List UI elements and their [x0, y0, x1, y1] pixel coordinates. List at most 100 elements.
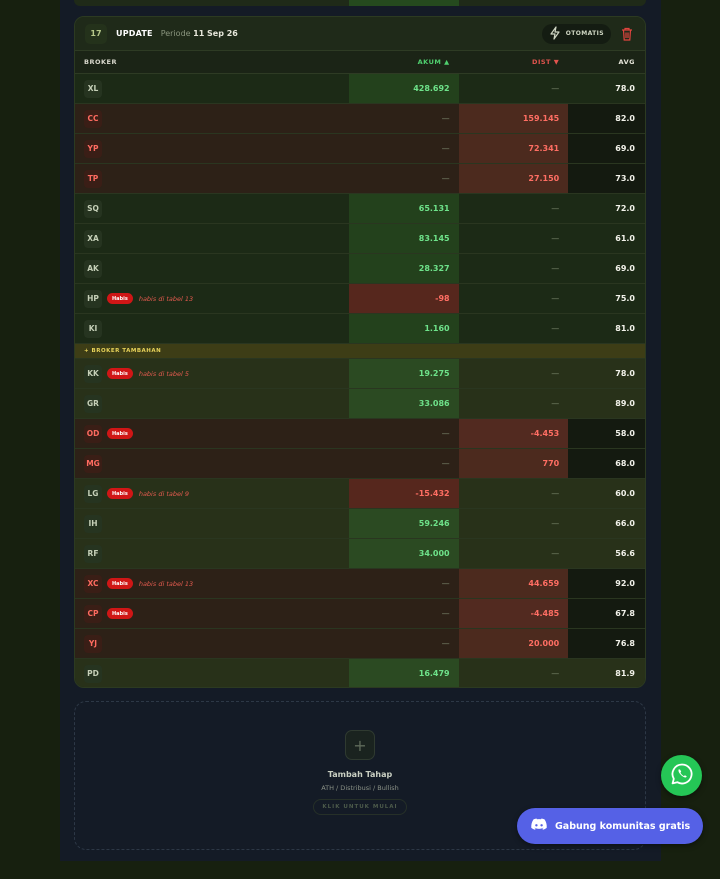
- akum-cell: 16.479: [349, 659, 459, 687]
- avg-cell: 60.0: [615, 489, 635, 498]
- akum-cell: —: [441, 114, 450, 123]
- broker-code: YJ: [84, 634, 102, 653]
- habis-note: habis di tabel 5: [138, 369, 189, 378]
- akum-cell: 83.145: [349, 224, 459, 253]
- table-row[interactable]: XA 83.145 — 61.0: [75, 224, 645, 254]
- previous-stage-card-edge: [74, 0, 646, 6]
- broker-code: OD: [84, 424, 102, 443]
- table-row[interactable]: OD Habis — -4.453 58.0: [75, 419, 645, 449]
- whatsapp-icon: [670, 762, 694, 790]
- dist-cell: —: [551, 399, 560, 408]
- dist-cell: —: [551, 489, 560, 498]
- habis-badge: Habis: [107, 428, 133, 439]
- lightning-icon: [549, 25, 561, 42]
- broker-code: PD: [84, 664, 102, 683]
- avg-cell: 82.0: [568, 104, 645, 133]
- avg-cell: 78.0: [615, 369, 635, 378]
- broker-code: TP: [84, 169, 102, 188]
- trash-icon[interactable]: [619, 26, 635, 42]
- broker-code: AK: [84, 259, 102, 278]
- whatsapp-button[interactable]: [661, 755, 702, 796]
- dist-cell: —: [551, 324, 560, 333]
- akum-cell: —: [441, 429, 450, 438]
- broker-cell: YJ: [75, 629, 349, 658]
- akum-cell: 33.086: [349, 389, 459, 418]
- table-row[interactable]: CC — 159.145 82.0: [75, 104, 645, 134]
- table-row[interactable]: XL 428.692 — 78.0: [75, 74, 645, 104]
- add-stage-card[interactable]: + Tambah Tahap ATH / Distribusi / Bullis…: [74, 701, 646, 850]
- table-row[interactable]: RF 34.000 — 56.6: [75, 539, 645, 569]
- table-row[interactable]: CP Habis — -4.485 67.8: [75, 599, 645, 629]
- dist-cell: -4.453: [458, 419, 569, 448]
- akum-cell: 34.000: [349, 539, 459, 568]
- avg-cell: 89.0: [615, 399, 635, 408]
- broker-code: IH: [84, 514, 102, 533]
- table-row[interactable]: IH 59.246 — 66.0: [75, 509, 645, 539]
- header-broker: BROKER: [84, 58, 117, 66]
- table-row[interactable]: AK 28.327 — 69.0: [75, 254, 645, 284]
- broker-cell: SQ: [75, 194, 349, 223]
- akum-cell: 428.692: [349, 74, 459, 103]
- table-row[interactable]: TP — 27.150 73.0: [75, 164, 645, 194]
- auto-label: OTOMATIS: [565, 30, 604, 37]
- broker-code: KK: [84, 364, 102, 383]
- broker-cell: CC: [75, 104, 349, 133]
- akum-cell: 59.246: [349, 509, 459, 538]
- header-akum-sort[interactable]: AKUM ▲: [417, 58, 450, 66]
- broker-code: XA: [84, 229, 102, 248]
- avg-cell: 69.0: [615, 264, 635, 273]
- broker-cell: HP Habis habis di tabel 13: [75, 284, 349, 313]
- habis-badge: Habis: [107, 488, 133, 499]
- avg-cell: 66.0: [615, 519, 635, 528]
- table-row[interactable]: SQ 65.131 — 72.0: [75, 194, 645, 224]
- table-row[interactable]: LG Habis habis di tabel 9 -15.432 — 60.0: [75, 479, 645, 509]
- stage-card: 17 UPDATE Periode 11 Sep 26 OTOMATIS BRO…: [74, 16, 646, 688]
- periode-date: 11 Sep 26: [193, 29, 238, 38]
- table-row[interactable]: YP — 72.341 69.0: [75, 134, 645, 164]
- add-stage-cta[interactable]: KLIK UNTUK MULAI: [313, 799, 407, 815]
- broker-code: SQ: [84, 199, 102, 218]
- avg-cell: 69.0: [568, 134, 645, 163]
- dist-cell: —: [551, 669, 560, 678]
- habis-badge: Habis: [107, 608, 133, 619]
- dist-cell: —: [551, 294, 560, 303]
- table-row[interactable]: MG — 770 68.0: [75, 449, 645, 479]
- auto-toggle-button[interactable]: OTOMATIS: [541, 23, 611, 44]
- header-avg: AVG: [618, 58, 635, 66]
- avg-cell: 56.6: [615, 549, 635, 558]
- habis-badge: Habis: [107, 293, 133, 304]
- akum-cell: —: [441, 639, 450, 648]
- discord-community-button[interactable]: Gabung komunitas gratis: [517, 808, 703, 844]
- table-row[interactable]: XC Habis habis di tabel 13 — 44.659 92.0: [75, 569, 645, 599]
- akum-cell: -98: [349, 284, 459, 313]
- broker-cell: OD Habis: [75, 419, 349, 448]
- akum-cell: 1.160: [349, 314, 459, 343]
- akum-cell: —: [441, 144, 450, 153]
- akum-cell: —: [441, 459, 450, 468]
- plus-icon[interactable]: +: [345, 730, 375, 760]
- table-row[interactable]: KI 1.160 — 81.0: [75, 314, 645, 344]
- broker-code: MG: [84, 454, 102, 473]
- broker-cell: KK Habis habis di tabel 5: [75, 359, 349, 388]
- extra-brokers-separator: + BROKER TAMBAHAN: [75, 344, 645, 359]
- avg-cell: 72.0: [615, 204, 635, 213]
- broker-code: LG: [84, 484, 102, 503]
- broker-cell: KI: [75, 314, 349, 343]
- table-row[interactable]: PD 16.479 — 81.9: [75, 659, 645, 687]
- table-row[interactable]: YJ — 20.000 76.8: [75, 629, 645, 659]
- habis-badge: Habis: [107, 578, 133, 589]
- stage-number: 17: [85, 23, 107, 44]
- table-row[interactable]: GR 33.086 — 89.0: [75, 389, 645, 419]
- broker-cell: XL: [75, 74, 349, 103]
- broker-code: XC: [84, 574, 102, 593]
- discord-label: Gabung komunitas gratis: [555, 820, 691, 832]
- header-dist-sort[interactable]: DIST ▼: [532, 58, 560, 66]
- dist-cell: —: [551, 519, 560, 528]
- table-row[interactable]: HP Habis habis di tabel 13 -98 — 75.0: [75, 284, 645, 314]
- dist-cell: —: [551, 369, 560, 378]
- table-row[interactable]: KK Habis habis di tabel 5 19.275 — 78.0: [75, 359, 645, 389]
- broker-cell: AK: [75, 254, 349, 283]
- periode-label: Periode: [160, 29, 191, 38]
- broker-cell: LG Habis habis di tabel 9: [75, 479, 349, 508]
- dist-cell: —: [551, 264, 560, 273]
